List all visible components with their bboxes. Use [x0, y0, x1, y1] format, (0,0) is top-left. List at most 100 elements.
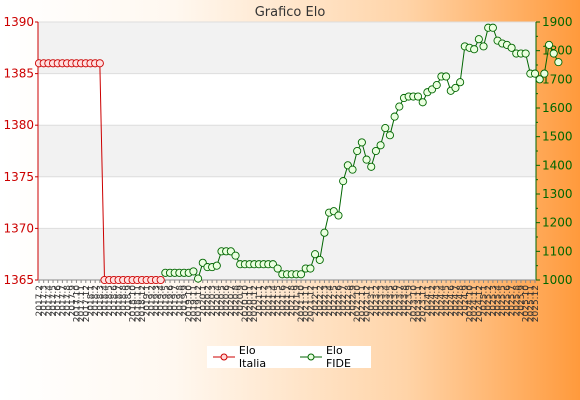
x-tick-label: 2019.9 [180, 285, 190, 317]
x-tick-label: 2023.9 [405, 285, 415, 317]
x-tick-label: 2020.5 [217, 285, 227, 317]
x-tick-label: 2021.7 [283, 285, 293, 317]
x-tick-label: 2022.5 [330, 285, 340, 317]
data-point [535, 75, 544, 84]
x-tick-label: 2023.7 [395, 285, 405, 317]
data-point [353, 146, 362, 156]
legend-label-elo-fide: Elo FIDE [325, 344, 351, 370]
data-point [381, 124, 390, 133]
x-tick-label: 2023.6 [391, 285, 401, 317]
right-tick-label: 1500 [542, 130, 573, 144]
x-axis-ticks: 2017.22017.32017.42017.52017.62017.72017… [35, 280, 541, 322]
right-tick-label: 1100 [542, 244, 573, 258]
x-tick-label: 2018.7 [115, 285, 125, 317]
x-tick-label: 2025.2 [484, 285, 494, 317]
data-point [362, 155, 371, 164]
data-point [348, 165, 357, 174]
x-tick-label: 2021.3 [264, 285, 274, 317]
x-tick-label: 2020.12 [250, 285, 260, 322]
legend-item-elo-italia: Elo Italia [213, 344, 286, 370]
x-tick-label: 2017.6 [54, 285, 64, 317]
left-axis-ticks: 1365 1370 1375 1380 1385 1390 [3, 15, 38, 287]
x-tick-label: 2017.11 [77, 285, 87, 322]
data-point [320, 228, 329, 237]
x-tick-label: 2025.4 [494, 285, 504, 317]
data-point [395, 102, 404, 111]
x-tick-label: 2024.10 [465, 285, 475, 322]
left-tick-label: 1385 [3, 67, 34, 81]
right-tick-label: 1000 [542, 273, 573, 287]
x-tick-label: 2025.5 [498, 285, 508, 317]
x-tick-label: 2024.11 [470, 285, 480, 322]
x-tick-label: 2022.2 [316, 285, 326, 317]
x-tick-label: 2019.2 [147, 285, 157, 317]
x-tick-label: 2024.6 [447, 285, 457, 317]
x-tick-label: 2022.9 [349, 285, 359, 317]
right-tick-label: 1700 [542, 72, 573, 86]
data-point [479, 42, 488, 51]
x-tick-label: 2021.11 [302, 285, 312, 322]
x-tick-label: 2021.8 [288, 285, 298, 317]
data-point [418, 98, 427, 107]
data-point [189, 267, 198, 276]
x-tick-label: 2022.4 [325, 285, 335, 317]
data-point [156, 275, 165, 285]
x-tick-label: 2022.7 [339, 285, 349, 317]
x-tick-label: 2025.3 [489, 285, 499, 317]
right-tick-label: 1200 [542, 216, 573, 230]
data-point [194, 274, 203, 283]
x-tick-label: 2017.3 [40, 285, 50, 317]
data-point [432, 81, 441, 90]
x-tick-label: 2022.12 [363, 285, 373, 322]
x-tick-label: 2019.3 [152, 285, 162, 317]
x-tick-label: 2025.11 [526, 285, 536, 322]
x-tick-label: 2022.8 [344, 285, 354, 317]
x-tick-label: 2019.4 [157, 285, 167, 317]
plot-background [38, 22, 536, 280]
x-tick-label: 2024.8 [456, 285, 466, 317]
x-tick-label: 2017.5 [49, 285, 59, 317]
x-tick-label: 2024.12 [475, 285, 485, 322]
x-tick-label: 2021.4 [269, 285, 279, 317]
x-tick-label: 2024.9 [461, 285, 471, 317]
data-point [212, 261, 221, 270]
x-tick-label: 2025.9 [517, 285, 527, 317]
x-tick-label: 2025.12 [531, 285, 541, 322]
data-point [474, 35, 483, 44]
data-point [507, 43, 516, 52]
legend-swatch-elo-italia [213, 353, 235, 361]
x-tick-label: 2018.10 [129, 285, 139, 322]
data-point [540, 69, 549, 78]
x-tick-label: 2018.8 [119, 285, 129, 317]
data-point [390, 112, 399, 121]
data-point [451, 83, 460, 92]
grid-band [38, 125, 536, 177]
x-tick-label: 2025.8 [512, 285, 522, 317]
x-tick-label: 2020.8 [232, 285, 242, 317]
x-tick-label: 2023.3 [377, 285, 387, 317]
x-tick-label: 2017.7 [58, 285, 68, 317]
data-point [334, 211, 343, 220]
data-point [311, 250, 320, 259]
x-tick-label: 2019.12 [194, 285, 204, 322]
x-tick-label: 2022.11 [358, 285, 368, 322]
data-point [544, 40, 554, 49]
x-tick-label: 2017.8 [63, 285, 73, 317]
x-tick-label: 2024.4 [437, 285, 447, 317]
x-tick-label: 2024.2 [428, 285, 438, 317]
x-tick-label: 2022.6 [334, 285, 344, 317]
x-tick-label: 2024.7 [451, 285, 461, 317]
data-point [488, 23, 497, 32]
data-point [385, 131, 394, 140]
x-tick-label: 2020.10 [241, 285, 251, 322]
left-tick-label: 1390 [3, 15, 34, 29]
data-point [315, 255, 324, 264]
legend-item-elo-fide: Elo FIDE [300, 344, 371, 370]
data-point [296, 270, 306, 279]
x-tick-label: 2022.1 [311, 285, 321, 317]
x-tick-label: 2019.11 [189, 285, 199, 322]
x-tick-label: 2021.1 [255, 285, 265, 317]
x-tick-label: 2021.5 [274, 285, 284, 317]
